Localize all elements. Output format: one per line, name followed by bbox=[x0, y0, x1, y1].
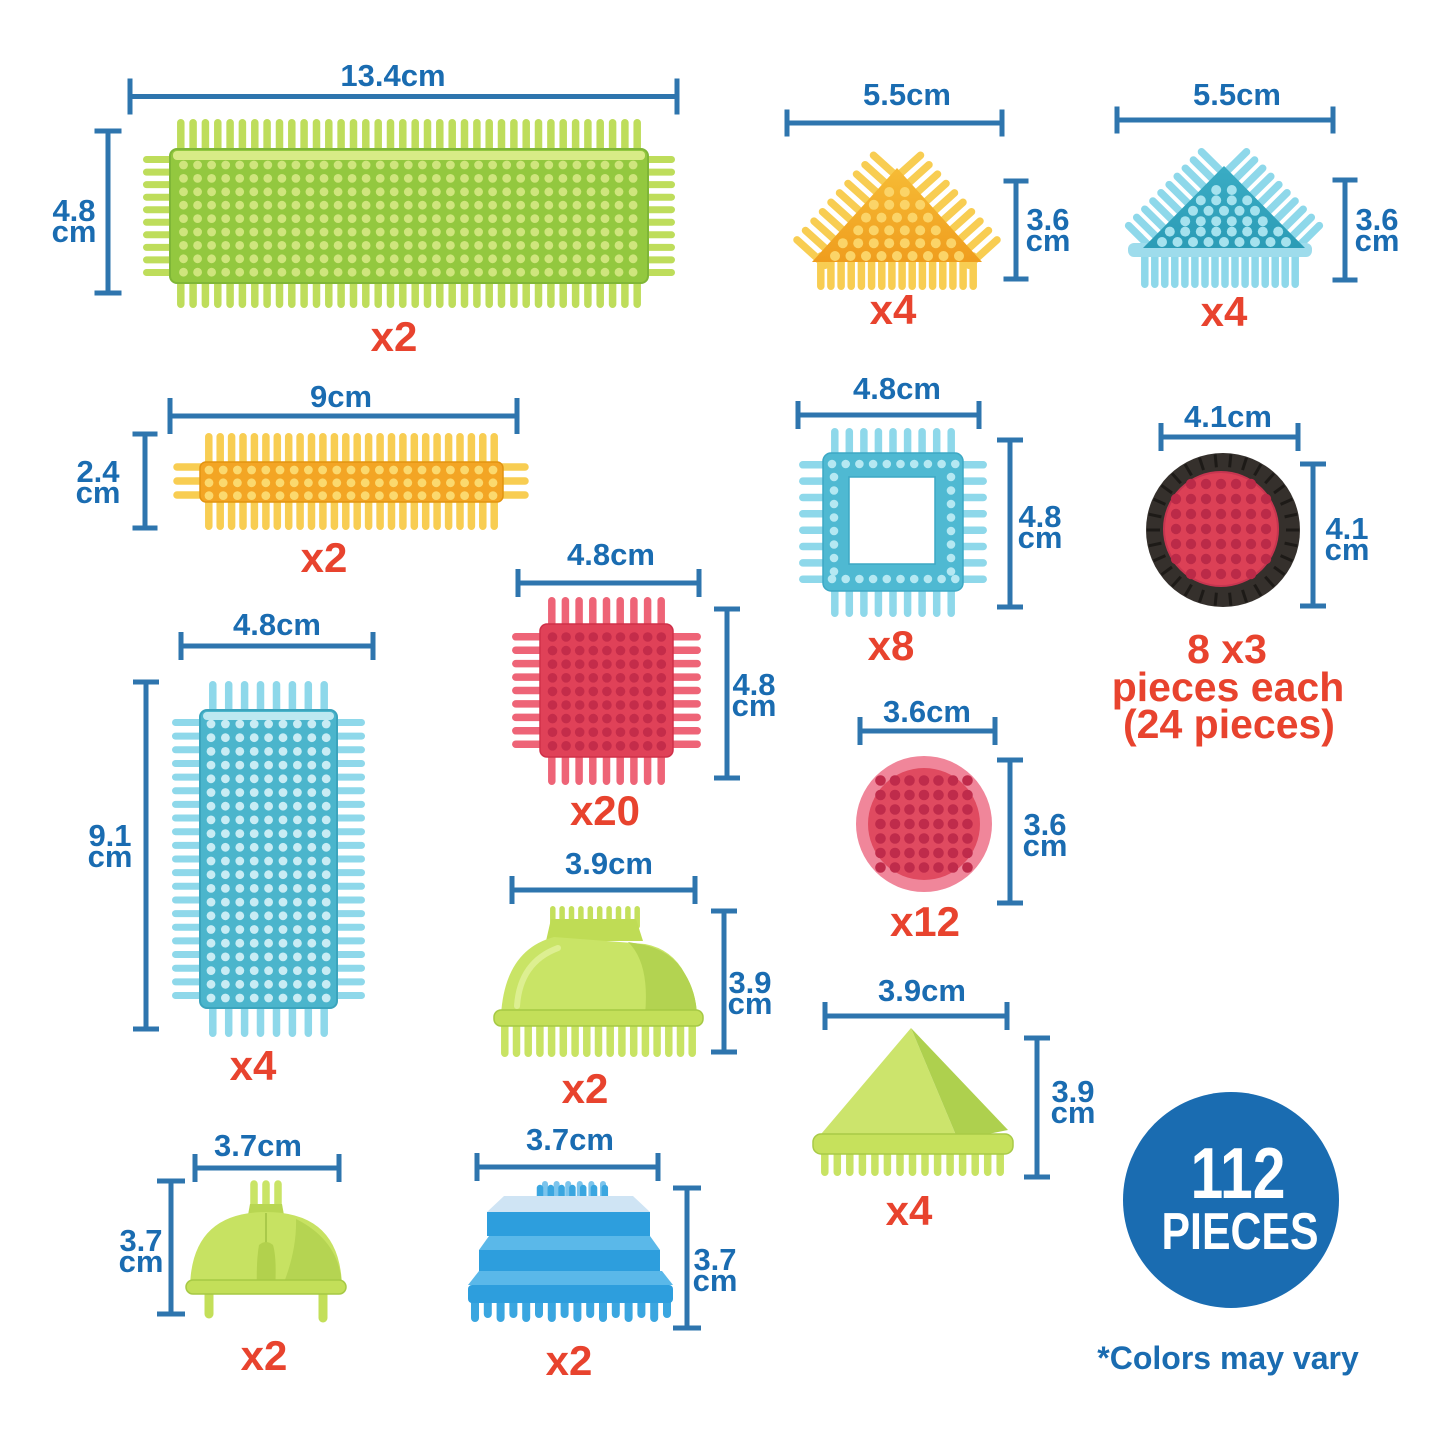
svg-text:4.8cm: 4.8cm bbox=[567, 537, 655, 572]
svg-text:cm: cm bbox=[119, 1244, 164, 1279]
svg-text:4.8cm: 4.8cm bbox=[233, 607, 321, 642]
svg-text:4.8: 4.8 bbox=[732, 667, 775, 702]
svg-text:x4: x4 bbox=[1201, 288, 1248, 335]
svg-text:x4: x4 bbox=[870, 286, 917, 333]
svg-text:4.8: 4.8 bbox=[52, 193, 95, 228]
svg-text:cm: cm bbox=[1325, 532, 1370, 567]
svg-text:cm: cm bbox=[1355, 223, 1400, 258]
svg-text:3.6: 3.6 bbox=[1026, 202, 1069, 237]
svg-text:9cm: 9cm bbox=[310, 379, 372, 414]
svg-text:4.8: 4.8 bbox=[1018, 499, 1061, 534]
svg-text:cm: cm bbox=[693, 1263, 738, 1298]
svg-text:x2: x2 bbox=[546, 1337, 593, 1384]
svg-text:cm: cm bbox=[1026, 223, 1071, 258]
svg-text:cm: cm bbox=[1023, 828, 1068, 863]
svg-text:2.4: 2.4 bbox=[76, 454, 120, 489]
svg-text:3.9cm: 3.9cm bbox=[878, 973, 966, 1008]
svg-text:x8: x8 bbox=[868, 622, 915, 669]
svg-text:cm: cm bbox=[1051, 1095, 1096, 1130]
svg-text:cm: cm bbox=[1018, 520, 1063, 555]
svg-text:x20: x20 bbox=[570, 787, 640, 834]
svg-text:x2: x2 bbox=[301, 534, 348, 581]
svg-text:3.7cm: 3.7cm bbox=[526, 1122, 614, 1157]
svg-text:3.6: 3.6 bbox=[1023, 807, 1066, 842]
svg-text:x4: x4 bbox=[230, 1042, 277, 1089]
svg-text:3.7: 3.7 bbox=[693, 1242, 736, 1277]
svg-text:4.8cm: 4.8cm bbox=[853, 371, 941, 406]
svg-text:4.1: 4.1 bbox=[1325, 511, 1368, 546]
svg-text:4.1cm: 4.1cm bbox=[1184, 399, 1272, 434]
svg-text:3.6cm: 3.6cm bbox=[883, 694, 971, 729]
svg-text:5.5cm: 5.5cm bbox=[863, 77, 951, 112]
svg-text:3.7cm: 3.7cm bbox=[214, 1128, 302, 1163]
svg-text:pieces each: pieces each bbox=[1112, 664, 1345, 710]
svg-text:8 x3: 8 x3 bbox=[1187, 626, 1267, 672]
svg-text:(24 pieces): (24 pieces) bbox=[1123, 701, 1335, 747]
svg-text:PIECES: PIECES bbox=[1162, 1203, 1319, 1261]
svg-text:x4: x4 bbox=[886, 1187, 933, 1234]
svg-text:3.6: 3.6 bbox=[1355, 202, 1398, 237]
svg-text:x2: x2 bbox=[241, 1332, 288, 1379]
svg-text:cm: cm bbox=[732, 688, 777, 723]
svg-text:3.7: 3.7 bbox=[119, 1223, 162, 1258]
svg-text:*Colors may vary: *Colors may vary bbox=[1097, 1340, 1359, 1376]
svg-text:cm: cm bbox=[76, 475, 121, 510]
svg-text:112: 112 bbox=[1191, 1134, 1286, 1214]
svg-text:x12: x12 bbox=[890, 898, 960, 945]
svg-text:cm: cm bbox=[728, 986, 773, 1021]
svg-text:x2: x2 bbox=[562, 1065, 609, 1112]
svg-text:cm: cm bbox=[88, 839, 133, 874]
svg-text:3.9: 3.9 bbox=[728, 965, 771, 1000]
svg-text:3.9: 3.9 bbox=[1051, 1074, 1094, 1109]
svg-text:x2: x2 bbox=[371, 313, 418, 360]
svg-text:5.5cm: 5.5cm bbox=[1193, 77, 1281, 112]
svg-text:13.4cm: 13.4cm bbox=[340, 58, 445, 93]
svg-text:3.9cm: 3.9cm bbox=[565, 846, 653, 881]
svg-text:cm: cm bbox=[52, 214, 97, 249]
svg-text:9.1: 9.1 bbox=[88, 818, 131, 853]
